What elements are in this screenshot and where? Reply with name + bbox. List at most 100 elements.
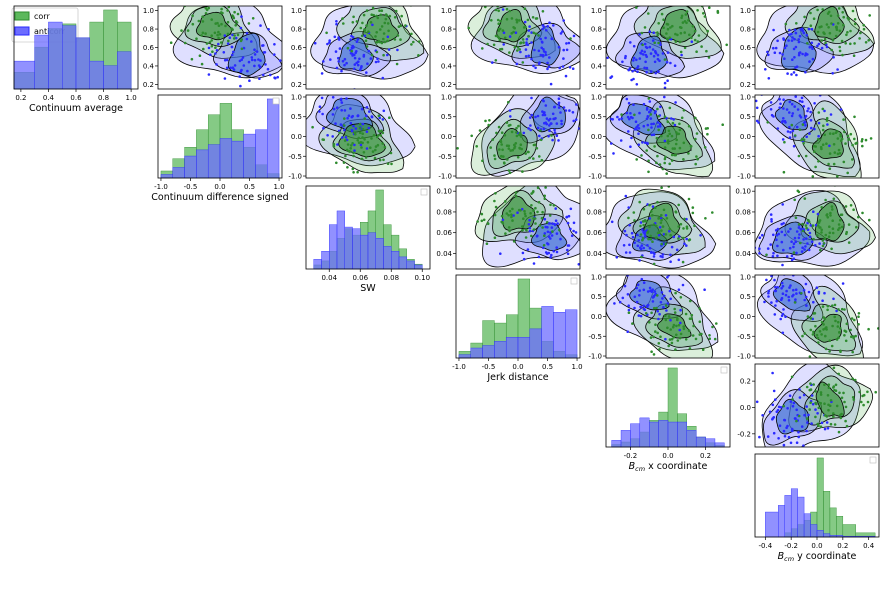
point-anticorr xyxy=(797,40,801,44)
hist-bar-corr xyxy=(823,491,831,538)
point-anticorr xyxy=(586,242,589,245)
point-anticorr xyxy=(788,28,791,32)
kde-scatter-area xyxy=(467,6,580,86)
point-anticorr xyxy=(673,64,677,67)
point-corr xyxy=(380,9,384,12)
point-anticorr xyxy=(234,36,238,40)
point-corr xyxy=(515,20,519,24)
point-corr xyxy=(232,16,236,20)
point-corr xyxy=(827,10,831,14)
point-anticorr xyxy=(253,53,257,56)
point-corr xyxy=(512,26,515,29)
point-anticorr xyxy=(387,48,391,51)
scatter-kde-panel: 0.20.40.60.81.0 xyxy=(291,5,431,90)
point-corr xyxy=(219,41,223,44)
point-anticorr xyxy=(356,114,360,117)
point-anticorr xyxy=(534,66,537,70)
point-corr xyxy=(794,216,798,219)
point-anticorr xyxy=(559,81,562,84)
x-tick-label: 0.0 xyxy=(214,183,225,191)
point-anticorr xyxy=(355,40,359,43)
point-corr xyxy=(247,22,251,25)
point-corr xyxy=(826,216,830,219)
point-corr xyxy=(694,337,698,341)
point-corr xyxy=(383,145,387,149)
point-anticorr xyxy=(591,121,594,124)
point-corr xyxy=(847,18,850,21)
point-corr xyxy=(227,39,230,43)
point-corr xyxy=(842,23,845,27)
point-corr xyxy=(226,20,230,24)
point-corr xyxy=(829,1,832,4)
point-corr xyxy=(689,299,692,303)
point-anticorr xyxy=(548,56,551,59)
kde-core-corr xyxy=(814,6,845,40)
point-corr xyxy=(682,158,685,161)
point-corr xyxy=(494,8,498,12)
point-corr xyxy=(851,143,854,147)
point-anticorr xyxy=(807,413,810,417)
point-anticorr xyxy=(646,305,649,309)
point-anticorr xyxy=(760,95,763,96)
hist-bar-anticorr xyxy=(667,421,678,448)
point-anticorr xyxy=(528,116,532,119)
point-corr xyxy=(652,262,656,266)
point-anticorr xyxy=(636,65,640,68)
point-anticorr xyxy=(502,31,506,34)
point-corr xyxy=(853,22,857,26)
point-corr xyxy=(836,175,839,178)
point-corr xyxy=(220,7,223,11)
point-anticorr xyxy=(352,46,355,49)
point-anticorr xyxy=(812,300,815,304)
point-corr xyxy=(837,7,841,10)
point-anticorr xyxy=(262,73,265,77)
hist-bar-anticorr xyxy=(352,228,361,270)
point-anticorr xyxy=(532,262,536,265)
point-corr xyxy=(652,223,656,226)
point-corr xyxy=(652,353,656,356)
point-anticorr xyxy=(761,233,764,237)
point-anticorr xyxy=(630,231,634,235)
point-corr xyxy=(830,22,833,25)
point-anticorr xyxy=(546,67,549,71)
point-corr xyxy=(342,124,346,127)
point-corr xyxy=(811,333,815,336)
x-tick-label: 0.0 xyxy=(512,363,523,371)
point-corr xyxy=(514,191,518,194)
point-corr xyxy=(695,132,699,135)
point-corr xyxy=(671,121,675,125)
point-anticorr xyxy=(666,276,669,279)
point-anticorr xyxy=(491,61,494,64)
point-anticorr xyxy=(769,243,772,246)
point-anticorr xyxy=(758,435,761,439)
point-corr xyxy=(869,137,873,140)
point-corr xyxy=(655,224,658,228)
point-corr xyxy=(857,315,860,319)
point-corr xyxy=(343,139,347,142)
point-anticorr xyxy=(782,222,785,225)
point-anticorr xyxy=(537,255,541,259)
point-anticorr xyxy=(804,237,808,240)
point-corr xyxy=(356,170,359,174)
point-corr xyxy=(701,348,705,352)
point-corr xyxy=(877,327,879,330)
y-tick-label: 0.10 xyxy=(586,188,602,196)
point-anticorr xyxy=(659,300,663,304)
y-tick-label: 1.0 xyxy=(740,7,751,15)
point-anticorr xyxy=(821,299,824,303)
point-corr xyxy=(839,416,843,420)
point-anticorr xyxy=(544,50,547,54)
point-anticorr xyxy=(628,223,631,227)
point-anticorr xyxy=(803,298,806,302)
point-anticorr xyxy=(350,115,354,119)
point-anticorr xyxy=(634,120,638,123)
point-anticorr xyxy=(653,111,657,115)
point-anticorr xyxy=(322,127,325,130)
hist-bar-anticorr xyxy=(406,260,415,270)
point-corr xyxy=(648,321,651,324)
point-corr xyxy=(674,348,677,351)
point-anticorr xyxy=(365,147,369,150)
point-anticorr xyxy=(538,61,541,64)
point-anticorr xyxy=(644,60,647,64)
point-anticorr xyxy=(636,70,639,73)
